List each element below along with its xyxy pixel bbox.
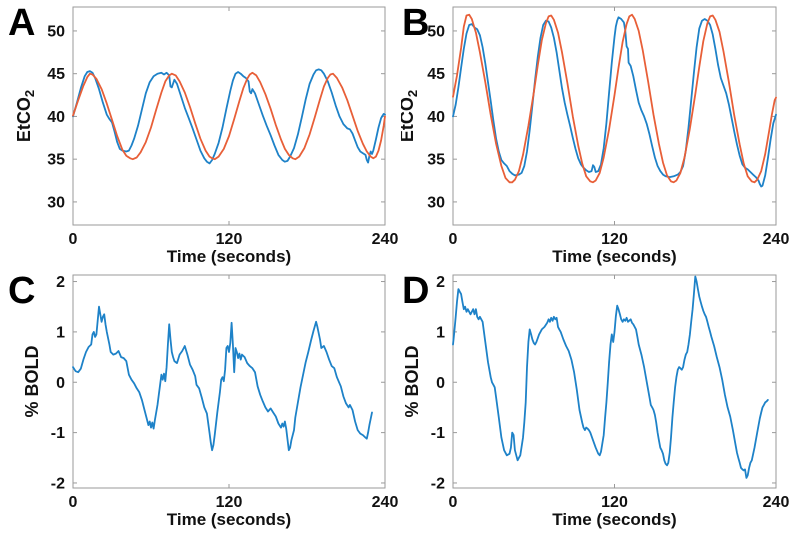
- y-tick-label: 35: [47, 152, 65, 169]
- x-tick-label: 240: [372, 231, 399, 248]
- y-tick-label: 2: [436, 274, 445, 291]
- axes-box: [452, 274, 777, 489]
- chart-svg-a: 0 120 240 30 35 40 45 50 Time (seconds) EtCO2 A: [8, 2, 399, 266]
- chart-svg-b: 0 120 240 30 35 40 45 50 Time (seconds) EtCO2 B: [401, 2, 790, 266]
- x-axis-label: Time (seconds): [167, 510, 291, 529]
- y-axis-label: % BOLD: [402, 345, 422, 417]
- series-blue-line: [452, 16, 777, 188]
- y-axis-label: EtCO2: [14, 90, 37, 142]
- panel-a: 0 120 240 30 35 40 45 50 Time (seconds) EtCO2 A: [0, 0, 401, 268]
- panel-letter-b: B: [402, 2, 429, 44]
- x-axis-label: Time (seconds): [552, 247, 676, 266]
- x-tick-label: 0: [449, 494, 458, 511]
- x-axis-label: Time (seconds): [167, 247, 291, 266]
- y-tick-label: -1: [51, 425, 65, 442]
- y-tick-label: 0: [436, 375, 445, 392]
- x-tick-label: 240: [763, 231, 790, 248]
- x-tick-label: 120: [601, 231, 628, 248]
- x-tick-label: 0: [69, 231, 78, 248]
- x-tick-label: 120: [216, 231, 243, 248]
- y-tick-label: 1: [56, 324, 65, 341]
- y-tick-label: 50: [427, 23, 445, 40]
- x-tick-label: 0: [449, 231, 458, 248]
- y-tick-label: -2: [431, 475, 445, 492]
- chart-svg-c: 0 120 240 -2 -1 0 1 2 Time (seconds) % BOLD C: [8, 270, 399, 529]
- y-tick-label: -1: [431, 425, 445, 442]
- y-tick-label: 40: [427, 109, 445, 126]
- series-blue-line: [452, 275, 769, 479]
- y-tick-label: 30: [47, 194, 65, 211]
- y-tick-label: 30: [427, 194, 445, 211]
- panel-b: 0 120 240 30 35 40 45 50 Time (seconds) EtCO2 B: [401, 0, 802, 268]
- y-tick-label: -2: [51, 475, 65, 492]
- y-tick-label: 2: [56, 274, 65, 291]
- series-blue-line: [72, 305, 373, 452]
- y-tick-label: 50: [47, 23, 65, 40]
- x-tick-label: 120: [216, 494, 243, 511]
- series-orange-line: [72, 71, 386, 161]
- x-axis-label: Time (seconds): [552, 510, 676, 529]
- y-tick-label: 45: [47, 66, 65, 83]
- panel-c: 0 120 240 -2 -1 0 1 2 Time (seconds) % BOLD C: [0, 268, 401, 536]
- panel-letter-d: D: [402, 270, 429, 312]
- panel-letter-a: A: [8, 2, 35, 44]
- x-tick-label: 0: [69, 494, 78, 511]
- chart-svg-d: 0 120 240 -2 -1 0 1 2 Time (seconds) % BOLD D: [402, 270, 790, 529]
- series-orange-line: [452, 13, 777, 184]
- y-axis-label: EtCO2: [401, 90, 420, 142]
- y-tick-label: 45: [427, 66, 445, 83]
- axes-box: [72, 6, 386, 226]
- y-tick-label: 40: [47, 109, 65, 126]
- y-axis-label: % BOLD: [22, 345, 42, 417]
- x-tick-label: 240: [372, 494, 399, 511]
- x-tick-label: 120: [601, 494, 628, 511]
- panel-d: 0 120 240 -2 -1 0 1 2 Time (seconds) % BOLD D: [401, 268, 802, 536]
- y-tick-label: 35: [427, 152, 445, 169]
- series-blue-line: [72, 68, 386, 165]
- x-tick-label: 240: [763, 494, 790, 511]
- y-tick-label: 0: [56, 375, 65, 392]
- panel-letter-c: C: [8, 270, 35, 312]
- y-tick-label: 1: [436, 324, 445, 341]
